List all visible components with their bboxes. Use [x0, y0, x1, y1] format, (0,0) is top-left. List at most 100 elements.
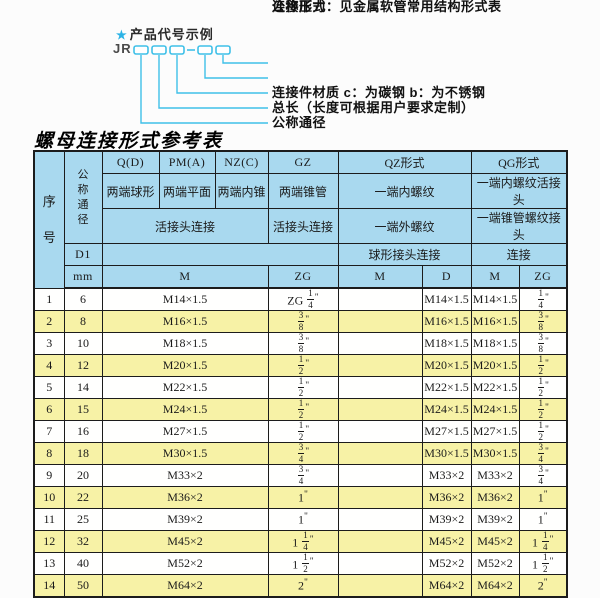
- table-cell: 16: [63, 420, 103, 443]
- table-cell: M45×2: [470, 530, 520, 553]
- table-cell: 1: [33, 287, 65, 311]
- table-cell: 3 4 ": [518, 442, 568, 465]
- header-group-qz: QZ形式: [337, 150, 472, 174]
- header-nzc-ends: 两端内锥: [214, 173, 269, 209]
- table-cell: 12: [63, 354, 103, 377]
- star-icon: ★: [116, 28, 128, 42]
- table-cell: M30×1.5: [101, 442, 269, 465]
- table-cell: 15: [63, 398, 103, 421]
- table-cell: 8: [33, 442, 65, 465]
- table-cell: M36×2: [101, 486, 269, 509]
- table-cell: 13: [33, 552, 65, 575]
- table-cell: M18×1.5: [101, 332, 269, 355]
- connector-line: [140, 55, 268, 124]
- table-cell: [337, 486, 423, 509]
- table-cell: 1 2 ": [518, 420, 568, 443]
- table-cell: M18×1.5: [470, 332, 520, 355]
- table-cell: 10: [63, 332, 103, 355]
- nut-connection-reference-table: 序号 公称通径 Q(D) PM(A) NZ(C) GZ QZ形式 QG形式 两端…: [33, 150, 568, 598]
- table-cell: 1 2 ": [267, 354, 339, 377]
- table-cell: [337, 287, 423, 311]
- table-cell: 50: [63, 574, 103, 598]
- header-row-end-types: 两端球形 两端平面 两端内锥 两端锥管 一端内螺纹 一端内螺纹活接头: [34, 173, 568, 209]
- header-gz-ends: 两端锥管: [267, 173, 339, 209]
- table-cell: 1 1 4 ": [267, 530, 339, 553]
- table-cell: 12: [33, 530, 65, 553]
- table-cell: M16×1.5: [421, 310, 472, 333]
- header-group-nzc: NZ(C): [214, 150, 269, 174]
- table-cell: 2": [267, 574, 339, 598]
- table-cell: 1": [518, 508, 568, 531]
- table-row: 6 15 M24×1.5 1 2 " M24×1.5 M24×1.5 1 2 ": [33, 398, 568, 421]
- table-cell: M36×2: [470, 486, 520, 509]
- table-cell: M39×2: [470, 508, 520, 531]
- table-cell: M24×1.5: [101, 398, 269, 421]
- table-cell: 3 8 ": [518, 332, 568, 355]
- table-cell: M52×2: [470, 552, 520, 575]
- header-seq: 序号: [33, 150, 65, 289]
- table-cell: 8: [63, 310, 103, 333]
- table-cell: 1 4 ": [518, 287, 568, 311]
- code-box: [133, 45, 149, 55]
- table-cell: M14×1.5: [421, 287, 472, 311]
- table-cell: [337, 420, 423, 443]
- table-row: 8 18 M30×1.5 3 4 " M30×1.5 M30×1.5 3 4 ": [33, 442, 568, 465]
- table-row: 14 50 M64×2 2" M64×2 M64×2 2": [33, 574, 568, 598]
- header-d1: D1: [63, 243, 103, 266]
- table-cell: 5: [33, 376, 65, 399]
- table-cell: 18: [63, 442, 103, 465]
- table-cell: 7: [33, 420, 65, 443]
- header-qz-ends: 一端内螺纹: [337, 173, 472, 209]
- table-cell: M22×1.5: [421, 376, 472, 399]
- table-cell: M27×1.5: [470, 420, 520, 443]
- table-cell: 6: [63, 287, 103, 311]
- product-code-heading: ★ 产品代号示例: [116, 24, 214, 43]
- table-cell: M39×2: [101, 508, 269, 531]
- header-qd-ends: 两端球形: [101, 173, 160, 209]
- code-label-length: 总长（长度可根据用户要求定制）: [272, 100, 475, 115]
- table-cell: 1 2 ": [267, 398, 339, 421]
- header-connection: 连接: [470, 243, 568, 266]
- connector-line: [176, 55, 268, 94]
- product-code-prefix: JR: [113, 41, 132, 56]
- table-cell: [337, 574, 423, 598]
- table-row: 5 14 M22×1.5 1 2 " M22×1.5 M22×1.5 1 2 ": [33, 376, 568, 399]
- table-row: 10 22 M36×2 1" M36×2 M36×2 1": [33, 486, 568, 509]
- table-cell: [337, 354, 423, 377]
- table-cell: 1 1 2 ": [267, 552, 339, 575]
- header-union-connection: 活接头连接: [101, 208, 269, 244]
- table-cell: 3 8 ": [267, 310, 339, 333]
- table-cell: [337, 442, 423, 465]
- table-cell: [337, 508, 423, 531]
- scanned-page: ★ 产品代号示例 JR 连接件材质 c：为碳钢 b：为不锈钢 总长（长度可根据用户…: [33, 0, 568, 598]
- table-cell: M33×2: [421, 464, 472, 487]
- table-cell: M14×1.5: [470, 287, 520, 311]
- table-cell: M22×1.5: [470, 376, 520, 399]
- table-cell: 1": [267, 508, 339, 531]
- connector-line: [204, 55, 268, 79]
- header-qg-zg: ZG: [518, 265, 568, 289]
- product-code-heading-text: 产品代号示例: [129, 27, 214, 42]
- table-cell: 2": [518, 574, 568, 598]
- connector-line: [222, 55, 268, 64]
- table-cell: M20×1.5: [421, 354, 472, 377]
- header-row-groups: 序号 公称通径 Q(D) PM(A) NZ(C) GZ QZ形式 QG形式: [33, 150, 568, 289]
- table-row: 3 10 M18×1.5 3 8 " M18×1.5 M18×1.5 3 8 ": [33, 332, 568, 355]
- header-empty-cell: [101, 243, 339, 266]
- table-cell: 32: [63, 530, 103, 553]
- table-cell: 10: [33, 486, 65, 509]
- table-header: 序号 公称通径 Q(D) PM(A) NZ(C) GZ QZ形式 QG形式 两端…: [33, 150, 568, 289]
- table-cell: 4: [33, 354, 65, 377]
- table-cell: 1 2 ": [518, 398, 568, 421]
- header-group-gz: GZ: [267, 150, 339, 174]
- code-label-connection: 连接形式：见金属软管常用结构形式表: [272, 0, 502, 14]
- header-row-connection-types: 活接头连接 活接头连接 一端外螺纹 一端锥管螺纹接头: [34, 208, 568, 244]
- table-cell: [337, 552, 423, 575]
- table-cell: M33×2: [470, 464, 520, 487]
- table-cell: M16×1.5: [470, 310, 520, 333]
- table-cell: M30×1.5: [421, 442, 472, 465]
- code-box: [151, 45, 167, 55]
- table-cell: M52×2: [101, 552, 269, 575]
- header-group-qd: Q(D): [101, 150, 160, 174]
- header-qz-external-thread: 一端外螺纹: [337, 208, 472, 244]
